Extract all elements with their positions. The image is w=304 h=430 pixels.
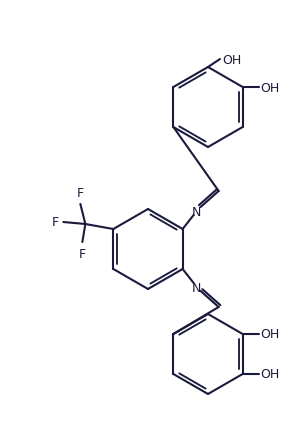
Text: OH: OH <box>261 328 280 341</box>
Text: N: N <box>192 205 201 218</box>
Text: OH: OH <box>261 81 280 94</box>
Text: F: F <box>77 187 84 200</box>
Text: F: F <box>52 216 59 229</box>
Text: F: F <box>79 247 86 261</box>
Text: OH: OH <box>261 368 280 381</box>
Text: OH: OH <box>222 53 241 66</box>
Text: N: N <box>192 281 201 294</box>
